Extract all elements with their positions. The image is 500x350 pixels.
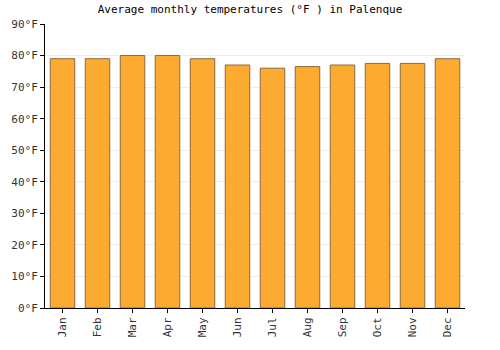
svg-text:Feb: Feb bbox=[91, 317, 104, 337]
svg-text:Dec: Dec bbox=[441, 317, 454, 337]
svg-text:40°F: 40°F bbox=[11, 176, 38, 189]
svg-text:Sep: Sep bbox=[336, 317, 349, 337]
svg-text:Jul: Jul bbox=[266, 317, 279, 337]
svg-text:80°F: 80°F bbox=[11, 49, 38, 62]
svg-text:50°F: 50°F bbox=[11, 144, 38, 157]
svg-text:30°F: 30°F bbox=[11, 207, 38, 220]
svg-text:10°F: 10°F bbox=[11, 270, 38, 283]
svg-text:Aug: Aug bbox=[301, 317, 314, 337]
svg-text:90°F: 90°F bbox=[11, 18, 38, 31]
svg-text:60°F: 60°F bbox=[11, 113, 38, 126]
svg-text:0°F: 0°F bbox=[18, 302, 38, 315]
svg-text:Apr: Apr bbox=[161, 317, 174, 337]
svg-text:Average monthly temperatures (: Average monthly temperatures (°F ) in Pa… bbox=[98, 3, 403, 16]
svg-text:Oct: Oct bbox=[371, 317, 384, 337]
svg-text:Mar: Mar bbox=[126, 317, 139, 337]
svg-text:Nov: Nov bbox=[406, 317, 419, 337]
svg-text:May: May bbox=[196, 317, 209, 337]
svg-text:Jun: Jun bbox=[231, 317, 244, 337]
svg-text:70°F: 70°F bbox=[11, 81, 38, 94]
svg-text:Jan: Jan bbox=[56, 317, 69, 337]
svg-text:20°F: 20°F bbox=[11, 239, 38, 252]
